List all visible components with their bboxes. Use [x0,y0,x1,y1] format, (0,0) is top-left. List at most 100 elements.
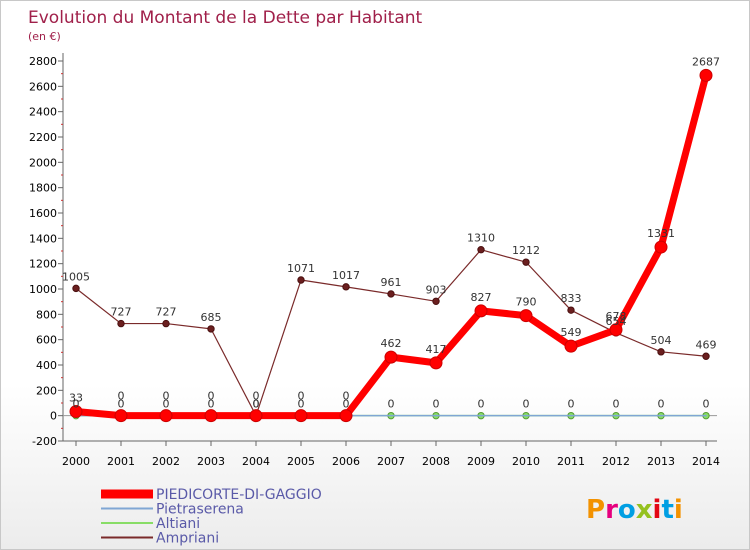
y-tick-label: 2000 [29,156,57,169]
series-line-piedicorte-di-gaggio [72,71,710,420]
data-point [474,304,488,318]
data-point [114,409,128,423]
legend-label: PIEDICORTE-DI-GAGGIO [156,487,322,503]
data-label-ampriani: 469 [696,338,717,351]
data-point [519,309,533,323]
data-label-piedicorte: 462 [381,337,402,350]
data-label-ampriani: 1071 [287,262,315,275]
data-label-altiani: 0 [163,398,170,411]
data-label-altiani: 0 [568,398,575,411]
data-point [72,284,80,293]
data-point [384,350,398,364]
logo-text: Proxiti [586,495,683,525]
legend-label: Pietraserena [156,502,244,518]
data-point [342,283,350,291]
x-tick-label: 2013 [647,455,675,468]
data-point [567,306,575,314]
y-tick-label: 1000 [29,283,57,296]
series-lines [69,68,713,423]
data-point [387,290,395,298]
data-label-altiani: 0 [613,398,620,411]
x-tick-label: 2001 [107,455,135,468]
data-label-piedicorte: 0 [118,390,125,403]
data-label-ampriani: 1005 [62,270,90,283]
y-tick-label: 1400 [29,232,57,245]
y-tick-label: 600 [36,334,57,347]
data-label-ampriani: 685 [201,311,222,324]
data-label-altiani: 0 [478,398,485,411]
y-tick-label: 200 [36,384,57,397]
y-tick-label: 2200 [29,131,57,144]
data-label-altiani: 0 [118,398,125,411]
x-tick-label: 2004 [242,455,270,468]
data-label-piedicorte: 0 [253,390,260,403]
proxiti-logo: Proxiti [586,495,683,525]
data-point [294,409,308,423]
data-point [564,339,578,353]
data-label-piedicorte: 0 [343,390,350,403]
data-labels: 1005 727 727 685 0 1071 1017 961 903 1310 1212 833 6… [62,55,720,410]
data-label-altiani: 0 [703,398,710,411]
y-tick-label: 0 [50,410,57,423]
data-label-piedicorte: 678 [606,310,627,323]
x-tick-label: 2006 [332,455,360,468]
logo-letter: o [618,495,636,525]
data-label-ampriani: 504 [651,334,672,347]
x-tick-label: 2014 [692,455,720,468]
data-label-ampriani: 903 [426,283,447,296]
data-point [702,352,710,360]
data-label-piedicorte: 33 [69,391,83,404]
data-point [522,258,530,266]
logo-letter: t [661,495,673,525]
y-tick-label: 1800 [29,182,57,195]
data-point [162,319,170,328]
x-tick-label: 2007 [377,455,405,468]
y-tick-label: 2800 [29,55,57,68]
x-tick-label: 2011 [557,455,585,468]
data-point [69,404,83,418]
data-point [249,409,263,423]
data-point [699,68,713,82]
data-label-altiani: 0 [433,398,440,411]
data-point [657,348,665,356]
data-point [432,297,440,305]
data-point [117,319,125,328]
y-tick-label: 1600 [29,207,57,220]
data-label-piedicorte: 0 [208,390,215,403]
data-label-altiani: 0 [298,398,305,411]
data-label-altiani: 0 [73,398,80,411]
x-tick-label: 2002 [152,455,180,468]
data-label-piedicorte: 1331 [647,227,675,240]
data-label-altiani: 0 [208,398,215,411]
data-label-piedicorte: 0 [298,390,305,403]
y-tick-label: 800 [36,308,57,321]
y-tick-label: 400 [36,359,57,372]
x-tick-label: 2008 [422,455,450,468]
x-tick-label: 2009 [467,455,495,468]
data-point [654,240,668,254]
data-point [339,409,353,423]
data-point [204,409,218,423]
data-label-altiani: 0 [343,398,350,411]
data-label-ampriani: 833 [561,292,582,305]
data-label-altiani: 0 [523,398,530,411]
legend-label: Ampriani [156,531,219,547]
chart-subtitle: (en €) [28,30,61,43]
y-tick-label: 1200 [29,258,57,271]
y-tick-label: 2600 [29,80,57,93]
x-tick-label: 2010 [512,455,540,468]
y-tick-label: -200 [32,435,57,448]
x-tick-label: 2012 [602,455,630,468]
logo-letter: x [636,495,653,525]
data-label-ampriani: 0 [253,398,260,411]
x-tick-label: 2005 [287,455,315,468]
data-label-ampriani: 727 [156,306,177,319]
data-label-altiani: 0 [253,398,260,411]
logo-letter: i [674,495,683,525]
data-label-ampriani: 1212 [512,244,540,257]
x-tick-label: 2000 [62,455,90,468]
data-label-piedicorte: 549 [561,326,582,339]
data-point [159,409,173,423]
